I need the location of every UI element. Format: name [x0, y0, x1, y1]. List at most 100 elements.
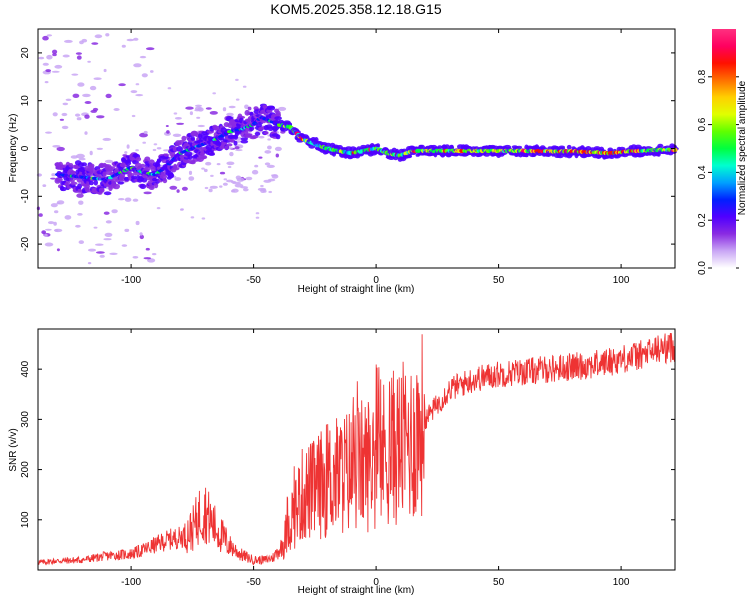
spectrogram-noise-blob: [166, 130, 170, 134]
spectrogram-ridge-blob: [566, 144, 572, 150]
spectrogram-noise-blob: [274, 146, 282, 152]
spectrogram-noise-blob: [222, 182, 228, 186]
spectrogram-noise-blob: [172, 133, 182, 137]
spectrogram-noise-blob: [75, 113, 81, 117]
spectrogram-ridge-blob: [71, 171, 77, 176]
snr-plot-area: [37, 332, 676, 566]
spectrogram-ridge-blob: [597, 154, 603, 158]
spectrogram-noise-blob: [176, 122, 185, 125]
spectrogram-ridge-blob: [249, 111, 254, 117]
spectrogram-noise-blob: [203, 168, 208, 173]
spectrogram-noise-blob: [78, 240, 85, 245]
spectrogram-ridge-blob: [88, 180, 94, 186]
spectrogram-ridge-blob: [77, 183, 83, 190]
spectrogram-ridge-blob: [181, 135, 187, 142]
spectrogram-noise-blob: [205, 107, 212, 110]
spectrogram-noise-blob: [45, 228, 52, 231]
spectrogram-noise-blob: [189, 111, 193, 116]
spectrogram-noise-blob: [152, 253, 157, 256]
spectrogram-noise-blob: [216, 163, 221, 166]
spectrogram-ridge-blob: [419, 144, 426, 150]
spectrogram-noise-blob: [91, 42, 99, 45]
spectrogram-noise-blob: [188, 170, 193, 175]
spectrogram-noise-blob: [139, 55, 147, 59]
spectrogram-noise-blob: [181, 186, 188, 191]
spectrogram-noise-blob: [61, 112, 68, 117]
spectrogram-noise-blob: [247, 106, 252, 111]
spectrogram-noise-blob: [222, 107, 227, 112]
spectrogram-noise-blob: [105, 220, 112, 224]
spectrogram-ridge-blob: [187, 154, 193, 160]
spectrogram-noise-blob: [260, 188, 266, 193]
spectrogram-noise-blob: [251, 169, 259, 175]
spectrogram-x-tick-label: -50: [246, 275, 261, 286]
colorbar-gradient: [712, 29, 736, 268]
colorbar-tick-label: 0.0: [697, 261, 708, 275]
spectrogram-noise-blob: [135, 83, 140, 86]
snr-series-line: [37, 332, 676, 566]
spectrogram-x-tick-label: 100: [613, 275, 630, 286]
spectrogram-noise-blob: [135, 149, 139, 152]
spectrogram-noise-blob: [139, 232, 143, 236]
spectrogram-noise-blob: [223, 178, 228, 181]
spectrogram-noise-blob: [227, 165, 232, 169]
spectrogram-noise-blob: [231, 189, 235, 193]
spectrogram-noise-blob: [118, 198, 125, 201]
spectrogram-ridge-blob: [269, 105, 276, 111]
spectrogram-noise-blob: [235, 175, 242, 180]
spectrogram-noise-blob: [156, 207, 161, 210]
colorbar-tick-label: 0.8: [697, 69, 708, 83]
spectrogram-ridge-blob: [657, 143, 664, 148]
spectrogram-noise-blob: [105, 33, 110, 37]
spectrogram-noise-blob: [167, 87, 172, 90]
spectrogram-noise-blob: [84, 114, 90, 119]
spectrogram-noise-blob: [42, 35, 49, 41]
spectrogram-ridge-blob: [208, 152, 215, 156]
spectrogram-y-tick-label: -20: [20, 236, 31, 251]
spectrogram-noise-blob: [226, 179, 234, 183]
snr-panel: -100 -50 0 50 100 100 200 300 400 Height of str…: [8, 328, 676, 596]
snr-frame: [37, 328, 676, 571]
spectrogram-ridge: [54, 103, 679, 196]
spectrogram-noise-blob: [64, 39, 73, 43]
spectrogram-noise-blob: [165, 125, 169, 127]
spectrogram-noise-blob: [143, 191, 152, 195]
spectrogram-noise-blob: [201, 217, 206, 220]
spectrogram-noise-blob: [45, 131, 52, 134]
spectrogram-noise-blob: [95, 243, 104, 246]
spectrogram-ridge-blob: [159, 174, 168, 180]
spectrogram-noise-blob: [113, 108, 120, 111]
spectrogram-noise-blob: [52, 112, 58, 117]
spectrogram-noise-blob: [135, 94, 144, 97]
spectrogram-ridge-blob: [143, 166, 151, 172]
spectrogram-ridge-blob: [135, 156, 142, 162]
colorbar-tick-label: 0.4: [697, 165, 708, 179]
spectrogram-noise-blob: [147, 258, 156, 263]
spectrogram-ridge-blob: [162, 178, 168, 184]
spectrogram-noise-blob: [84, 101, 92, 104]
spectrogram-ridge-blob: [249, 126, 255, 132]
spectrogram-noise-blob: [75, 52, 82, 55]
spectrogram-ridge-blob: [81, 162, 87, 167]
spectrogram-noise-blob: [150, 70, 154, 73]
spectrogram-noise-blob: [209, 111, 218, 115]
spectrogram-ridge-blob: [154, 182, 159, 189]
spectrogram-noise-blob: [77, 213, 83, 216]
spectrogram-noise-blob: [234, 146, 240, 150]
spectrogram-noise-blob: [44, 81, 49, 84]
spectrogram-noise-blob: [78, 157, 86, 161]
spectrogram-noise-blob: [141, 73, 148, 78]
spectrogram-noise-blob: [132, 255, 139, 259]
snr-x-tick-label: 0: [373, 577, 379, 588]
spectrogram-noise-blob: [104, 159, 114, 164]
spectrogram-noise-blob: [121, 44, 126, 48]
spectrogram-noise-blob: [242, 85, 247, 88]
spectrogram-ridge-blob: [226, 143, 233, 147]
spectrogram-noise-blob: [64, 215, 72, 220]
spectrogram-noise-blob: [133, 63, 142, 68]
spectrogram-noise-blob: [188, 176, 195, 181]
spectrogram-noise-blob: [267, 178, 276, 182]
spectrogram-noise-blob: [229, 151, 234, 157]
spectrogram-y-tick-label: -10: [20, 189, 31, 204]
